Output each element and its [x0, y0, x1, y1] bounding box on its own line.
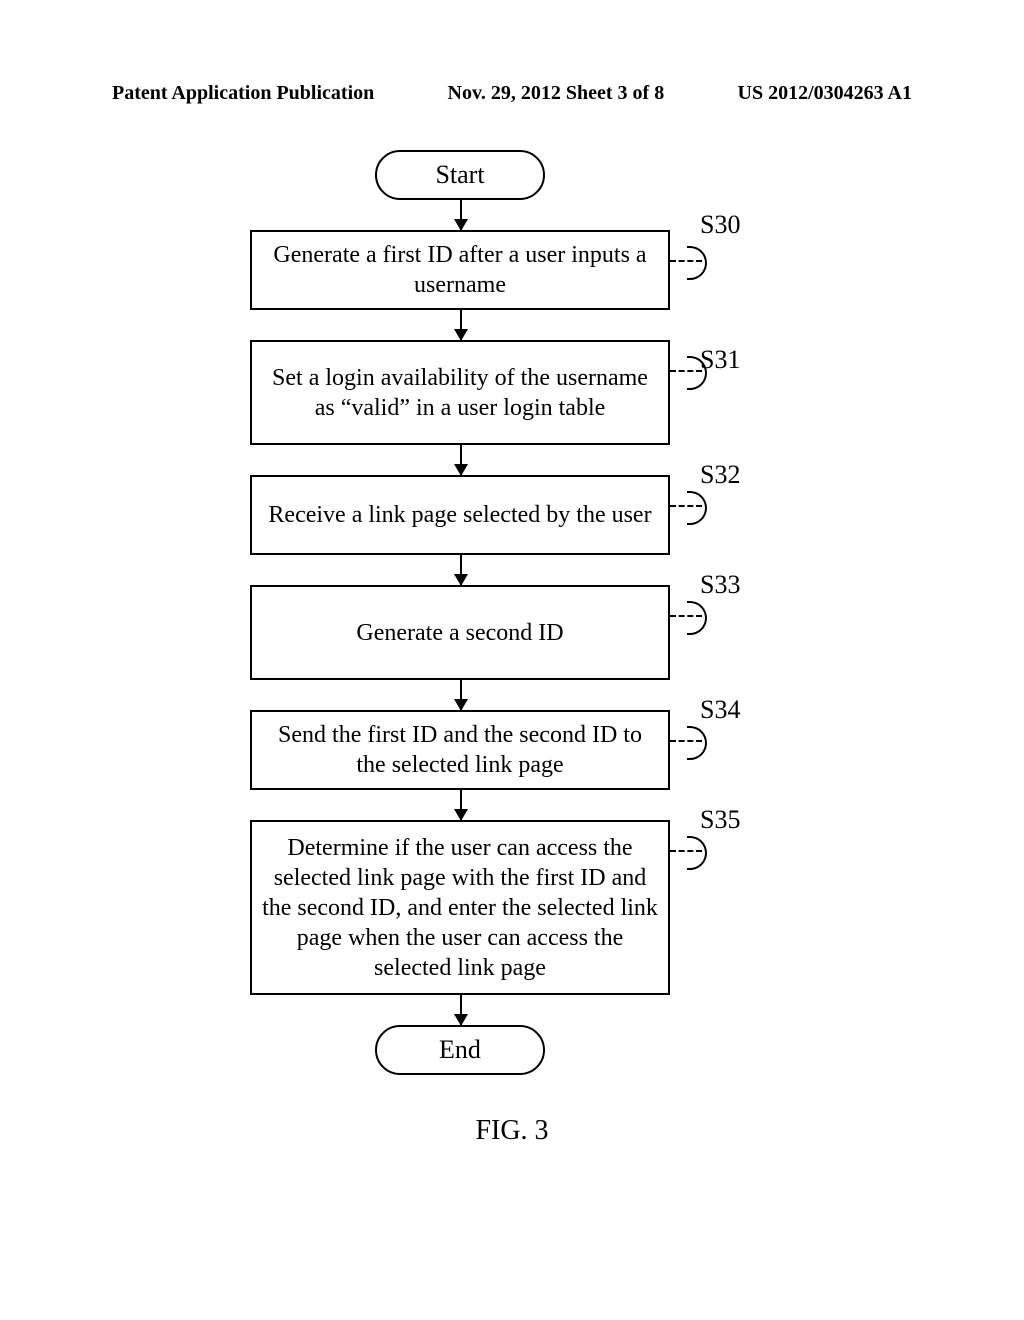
process-S34: Send the first ID and the second ID to t… [250, 710, 670, 790]
step-label-S33: S33 [700, 570, 740, 600]
step-label-S32: S32 [700, 460, 740, 490]
page-header: Patent Application Publication Nov. 29, … [0, 82, 1024, 105]
arrow [460, 445, 462, 475]
figure-caption: FIG. 3 [475, 1115, 548, 1147]
connector-S35 [670, 850, 702, 852]
step-label-S34: S34 [700, 695, 740, 725]
process-S32: Receive a link page selected by the user [250, 475, 670, 555]
process-S30: Generate a first ID after a user inputs … [250, 230, 670, 310]
arrow [460, 310, 462, 340]
header-center: Nov. 29, 2012 Sheet 3 of 8 [448, 82, 665, 105]
header-left: Patent Application Publication [112, 82, 374, 105]
connector-S33 [670, 615, 702, 617]
connector-S31 [670, 370, 702, 372]
arrow [460, 200, 462, 230]
arrow [460, 555, 462, 585]
header-right: US 2012/0304263 A1 [738, 82, 912, 105]
process-S35: Determine if the user can access the sel… [250, 820, 670, 995]
connector-S32 [670, 505, 702, 507]
arrow [460, 790, 462, 820]
terminator-start: Start [375, 150, 545, 200]
terminator-end: End [375, 1025, 545, 1075]
arrow [460, 680, 462, 710]
process-S31: Set a login availability of the username… [250, 340, 670, 445]
step-label-S35: S35 [700, 805, 740, 835]
connector-S30 [670, 260, 702, 262]
process-S33: Generate a second ID [250, 585, 670, 680]
step-label-S30: S30 [700, 210, 740, 240]
connector-S34 [670, 740, 702, 742]
arrow [460, 995, 462, 1025]
